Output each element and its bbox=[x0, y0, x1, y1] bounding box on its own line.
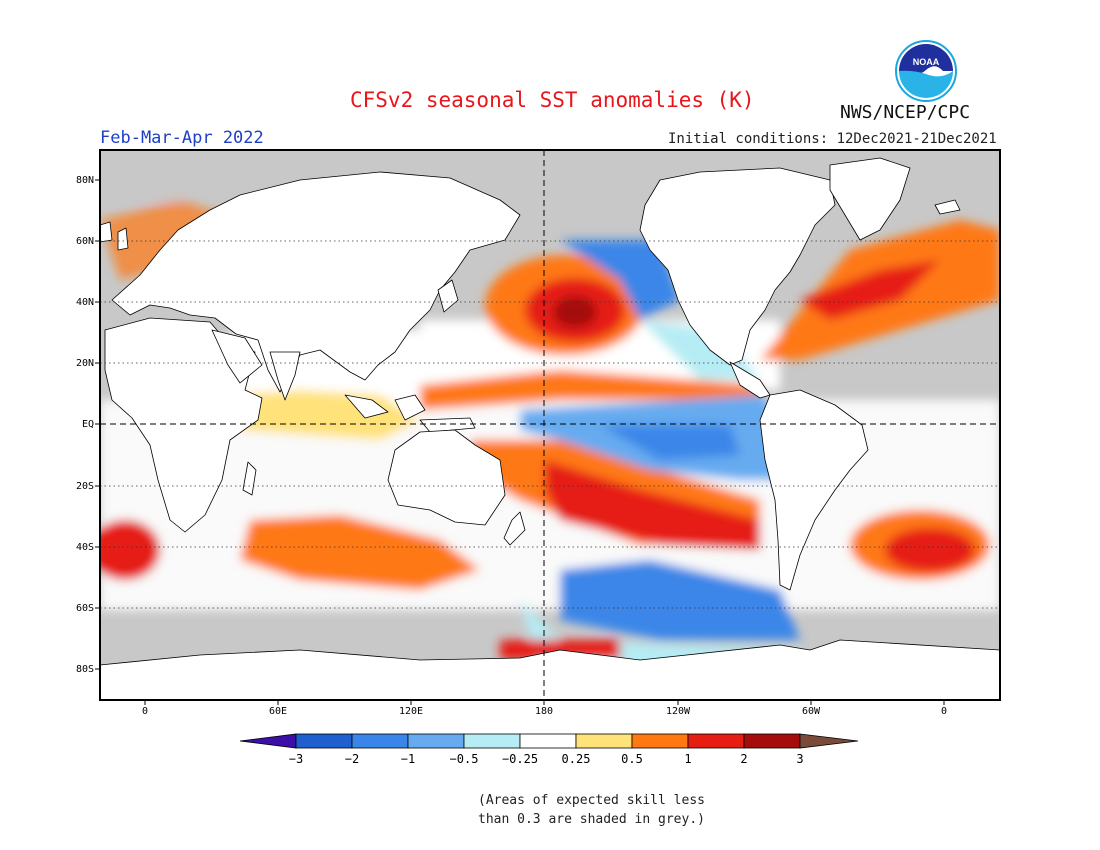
lat-label: EQ bbox=[81, 419, 94, 430]
colorbar bbox=[239, 733, 859, 749]
new-zealand bbox=[503, 511, 526, 546]
lat-label: 20N bbox=[75, 358, 94, 369]
latitude-grid bbox=[100, 240, 1000, 609]
colorbar-bin bbox=[351, 733, 409, 749]
indonesia bbox=[344, 394, 389, 419]
colorbar-bin bbox=[687, 733, 745, 749]
northeast-pacific-cool bbox=[560, 240, 680, 320]
lat-label: 60N bbox=[75, 236, 94, 247]
colorbar-tick-label: −3 bbox=[288, 752, 304, 766]
madagascar bbox=[242, 461, 257, 496]
lon-label: 120W bbox=[665, 706, 691, 717]
west-pacific-warm-band bbox=[420, 370, 760, 410]
colorbar-bin bbox=[575, 733, 633, 749]
colorbar-over-arrow bbox=[799, 733, 859, 749]
footnote-line-2: than 0.3 are shaded in grey.) bbox=[478, 812, 705, 827]
antarctica bbox=[100, 639, 1000, 700]
south-indian-ocean-warm bbox=[240, 515, 480, 590]
british-isles bbox=[117, 227, 129, 251]
colorbar-tick-label: 0.5 bbox=[621, 752, 643, 766]
chart-title: CFSv2 seasonal SST anomalies (K) bbox=[350, 88, 755, 112]
anomaly-fields bbox=[100, 170, 1000, 670]
lon-label: 60E bbox=[268, 706, 288, 717]
lon-label: 0 bbox=[141, 706, 149, 717]
colorbar-bin bbox=[631, 733, 689, 749]
colorbar-bin bbox=[407, 733, 465, 749]
colorbar-bin bbox=[519, 733, 577, 749]
lat-label: 40N bbox=[75, 297, 94, 308]
southern-ocean-pacific-cool bbox=[560, 560, 800, 640]
lon-label: 120E bbox=[398, 706, 424, 717]
eurasia bbox=[111, 171, 521, 393]
lat-label: 80N bbox=[75, 175, 94, 186]
south-america bbox=[759, 389, 869, 591]
arabian-peninsula bbox=[211, 329, 263, 384]
lat-label: 80S bbox=[75, 664, 94, 675]
colorbar-tick-label: 1 bbox=[684, 752, 692, 766]
noaa-logo: NOAA bbox=[895, 40, 957, 106]
colorbar-bin bbox=[295, 733, 353, 749]
colorbar-tick-label: −0.5 bbox=[449, 752, 479, 766]
map-frame bbox=[99, 149, 1001, 701]
greenland bbox=[829, 157, 911, 241]
india bbox=[269, 351, 301, 401]
land bbox=[100, 157, 1000, 700]
initial-conditions-label: Initial conditions: 12Dec2021-21Dec2021 bbox=[668, 131, 997, 147]
logo-text: NOAA bbox=[913, 57, 940, 67]
agency-label: NWS/NCEP/CPC bbox=[840, 102, 971, 123]
lon-label: 0 bbox=[940, 706, 948, 717]
japan bbox=[437, 279, 459, 313]
colorbar-tick-label: −1 bbox=[400, 752, 416, 766]
lon-label: 60W bbox=[801, 706, 821, 717]
colorbar-bin bbox=[463, 733, 521, 749]
central-america bbox=[729, 361, 771, 399]
colorbar-bin bbox=[743, 733, 801, 749]
lat-label: 40S bbox=[75, 542, 94, 553]
colorbar-tick-label: 3 bbox=[796, 752, 804, 766]
lat-label: 60S bbox=[75, 603, 94, 614]
season-label: Feb-Mar-Apr 2022 bbox=[100, 128, 264, 148]
colorbar-tick-label: 0.25 bbox=[561, 752, 591, 766]
lon-label: 180 bbox=[534, 706, 554, 717]
colorbar-under-arrow bbox=[239, 733, 297, 749]
colorbar-tick-label: 2 bbox=[740, 752, 748, 766]
south-pacific-warm-band bbox=[545, 460, 760, 550]
footnote-line-1: (Areas of expected skill less bbox=[478, 793, 705, 808]
australia bbox=[387, 429, 506, 526]
colorbar-tick-label: −2 bbox=[344, 752, 360, 766]
colorbar-tick-label: −0.25 bbox=[501, 752, 539, 766]
lat-label: 20S bbox=[75, 481, 94, 492]
